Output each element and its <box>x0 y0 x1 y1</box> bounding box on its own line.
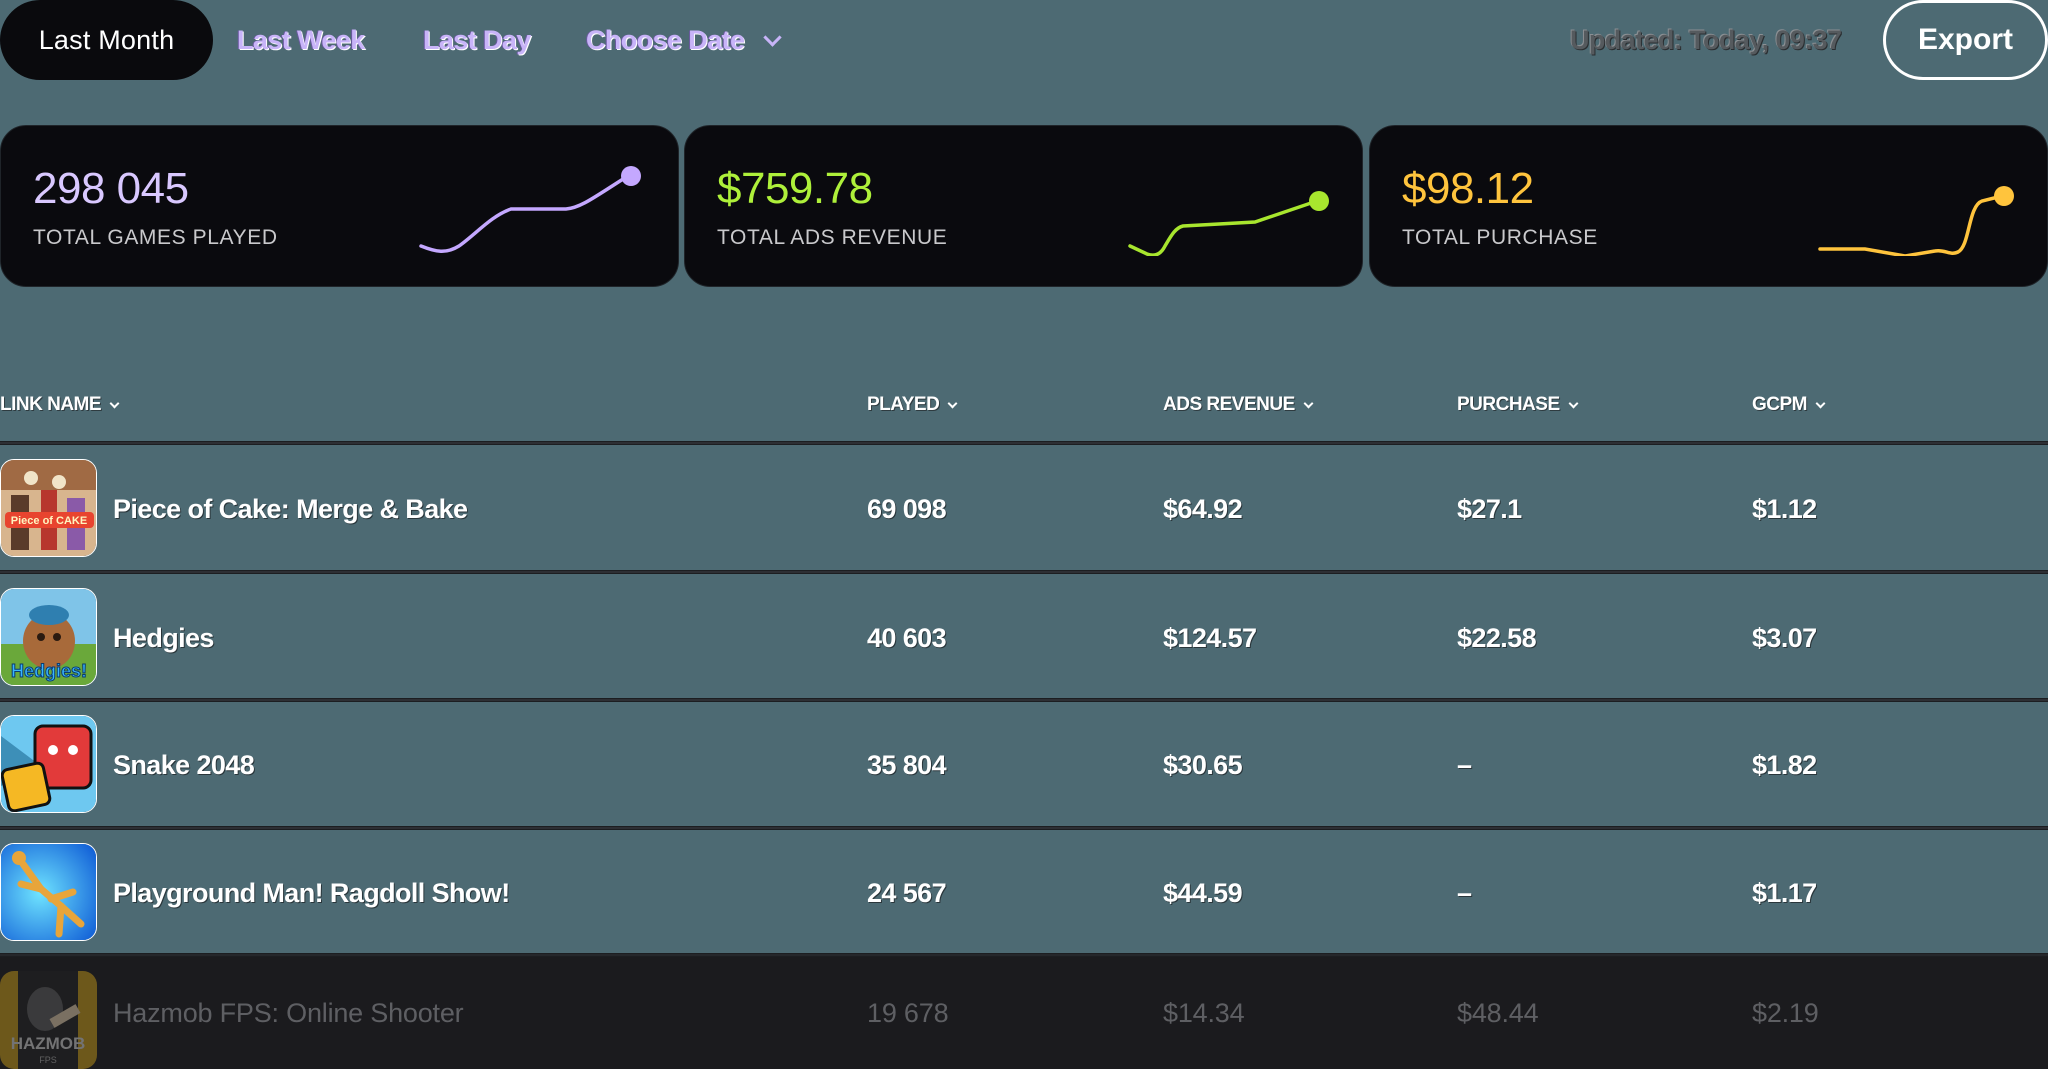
svg-text:HAZMOB: HAZMOB <box>11 1034 86 1053</box>
purchase-value: $48.44 <box>1457 997 1539 1028</box>
tab-last-week[interactable]: Last Week <box>237 0 365 80</box>
top-bar: Last Month Last Week Last Day Choose Dat… <box>0 0 2048 80</box>
tab-label: Last Week <box>237 24 365 55</box>
column-label: GCPM <box>1752 394 1808 415</box>
gcpm-value: $2.19 <box>1752 997 1819 1028</box>
sparkline-chart <box>419 166 641 253</box>
column-label: PURCHASE <box>1457 394 1560 415</box>
stat-value: $759.78 <box>717 164 873 213</box>
sparkline-chart <box>1128 191 1329 256</box>
sparkline-chart <box>1818 186 2014 256</box>
sort-chevron-icon <box>1568 398 1579 408</box>
game-name[interactable]: Hazmob FPS: Online Shooter <box>113 997 464 1028</box>
stat-label: TOTAL GAMES PLAYED <box>33 226 278 249</box>
played-value: 35 804 <box>867 749 947 780</box>
column-header-played[interactable]: PLAYED <box>867 385 958 425</box>
played-value: 24 567 <box>867 877 947 908</box>
stat-value: $98.12 <box>1402 164 1534 213</box>
updated-timestamp: Updated: Today, 09:37 <box>1570 24 1842 55</box>
ads-revenue-value: $14.34 <box>1163 997 1245 1028</box>
table-row[interactable]: HAZMOB FPS Hazmob FPS: Online Shooter 19… <box>0 957 2048 1069</box>
column-header-ads-revenue[interactable]: ADS REVENUE <box>1163 385 1314 425</box>
ads-revenue-value: $64.92 <box>1163 493 1243 524</box>
row-divider <box>0 441 2048 445</box>
column-label: ADS REVENUE <box>1163 394 1295 415</box>
stat-card-games-played: 298 045 TOTAL GAMES PLAYED <box>0 125 679 287</box>
column-label: PLAYED <box>867 394 940 415</box>
tab-last-month[interactable]: Last Month <box>0 0 213 80</box>
stat-card-purchase: $98.12 TOTAL PURCHASE <box>1369 125 2048 287</box>
svg-text:Piece of CAKE: Piece of CAKE <box>11 515 87 527</box>
game-name[interactable]: Snake 2048 <box>113 749 255 780</box>
column-label: LINK NAME <box>0 394 102 415</box>
export-button[interactable]: Export <box>1883 0 2048 80</box>
choose-date-dropdown[interactable]: Choose Date <box>586 0 783 80</box>
gcpm-value: $1.82 <box>1752 749 1817 780</box>
game-name[interactable]: Hedgies <box>113 622 214 653</box>
gcpm-value: $1.17 <box>1752 877 1817 908</box>
purchase-value: $27.1 <box>1457 493 1522 524</box>
stat-label: TOTAL PURCHASE <box>1402 226 1598 249</box>
stat-label: TOTAL ADS REVENUE <box>717 226 948 249</box>
stat-card-ads-revenue: $759.78 TOTAL ADS REVENUE <box>684 125 1363 287</box>
sort-chevron-icon <box>109 398 120 408</box>
table-row[interactable]: Hedgies! Hedgies 40 603 $124.57 $22.58 $… <box>0 576 2048 700</box>
table-row[interactable]: Snake 2048 35 804 $30.65 – $1.82 <box>0 703 2048 827</box>
column-header-purchase[interactable]: PURCHASE <box>1457 385 1579 425</box>
played-value: 69 098 <box>867 493 947 524</box>
played-value: 40 603 <box>867 622 947 653</box>
ads-revenue-value: $30.65 <box>1163 749 1243 780</box>
played-value: 19 678 <box>867 997 949 1028</box>
ads-revenue-value: $124.57 <box>1163 622 1257 653</box>
column-header-gcpm[interactable]: GCPM <box>1752 385 1826 425</box>
sort-chevron-icon <box>947 398 958 408</box>
purchase-value: $22.58 <box>1457 622 1537 653</box>
row-divider <box>0 698 2048 702</box>
tab-label: Last Day <box>423 24 531 55</box>
purchase-value: – <box>1457 749 1472 780</box>
ads-revenue-value: $44.59 <box>1163 877 1243 908</box>
tab-label: Choose Date <box>586 24 745 55</box>
chevron-down-icon <box>763 27 783 47</box>
row-divider <box>0 953 2048 957</box>
table-row[interactable]: Playground Man! Ragdoll Show! 24 567 $44… <box>0 831 2048 955</box>
row-divider <box>0 570 2048 574</box>
svg-text:FPS: FPS <box>39 1055 57 1065</box>
game-thumbnail-playground-man <box>0 843 97 941</box>
column-header-link-name[interactable]: LINK NAME <box>0 385 120 425</box>
tab-label: Last Month <box>38 24 175 55</box>
gcpm-value: $3.07 <box>1752 622 1817 653</box>
gcpm-value: $1.12 <box>1752 493 1817 524</box>
sort-chevron-icon <box>1815 398 1826 408</box>
game-thumbnail-hedgies: Hedgies! <box>0 588 97 686</box>
sort-chevron-icon <box>1303 398 1314 408</box>
game-name[interactable]: Piece of Cake: Merge & Bake <box>113 493 468 524</box>
svg-text:Hedgies!: Hedgies! <box>11 661 87 681</box>
table-header: LINK NAME PLAYED ADS REVENUE PURCHASE GC… <box>0 385 2048 425</box>
purchase-value: – <box>1457 877 1472 908</box>
tab-last-day[interactable]: Last Day <box>423 0 531 80</box>
game-thumbnail-snake-2048 <box>0 715 97 813</box>
table-row[interactable]: Piece of CAKE Piece of Cake: Merge & Bak… <box>0 447 2048 571</box>
game-name[interactable]: Playground Man! Ragdoll Show! <box>113 877 510 908</box>
game-thumbnail-piece-of-cake: Piece of CAKE <box>0 459 97 557</box>
stat-value: 298 045 <box>33 164 189 213</box>
row-divider <box>0 826 2048 830</box>
game-thumbnail-hazmob: HAZMOB FPS <box>0 971 97 1069</box>
